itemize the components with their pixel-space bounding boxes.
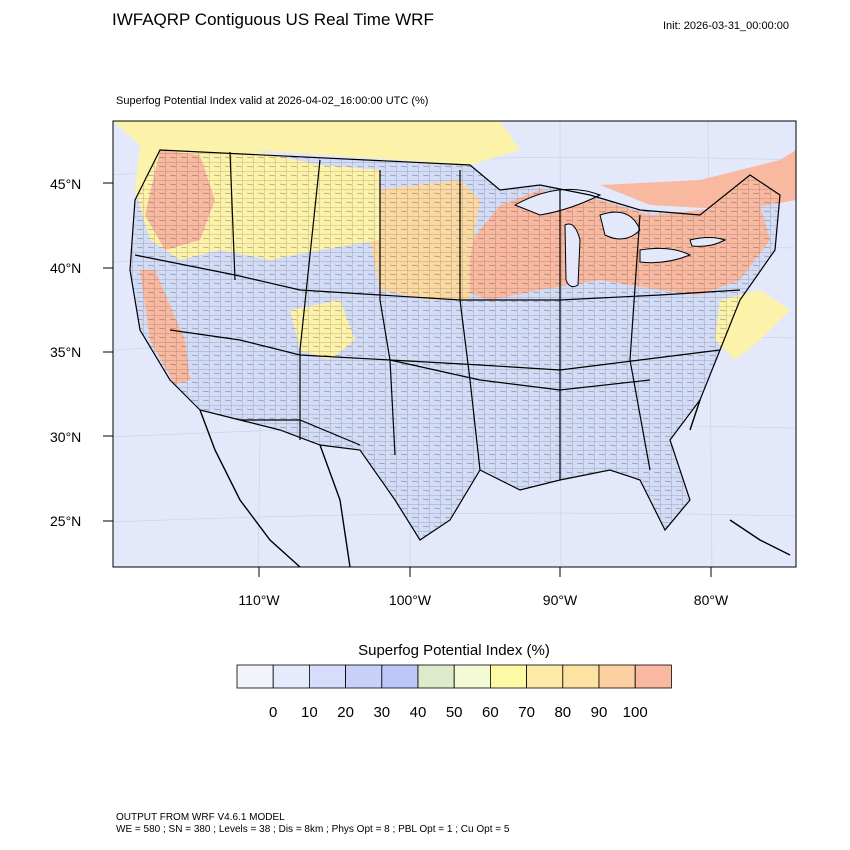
footer-model-info: OUTPUT FROM WRF V4.6.1 MODEL — [116, 812, 285, 823]
map-frame — [112, 120, 797, 568]
legend-label: 70 — [518, 704, 535, 721]
legend-swatch — [634, 664, 672, 689]
legend-swatch — [236, 664, 274, 689]
legend-swatch — [598, 664, 636, 689]
lat-label-35: 35°N — [50, 344, 81, 360]
legend-label: 50 — [445, 704, 463, 721]
legend-label: 100 — [622, 704, 648, 721]
legend-swatch — [526, 664, 564, 689]
legend-label: 0 — [269, 704, 278, 721]
great-lakes — [513, 188, 727, 288]
legend-swatch — [453, 664, 491, 689]
coastlines — [199, 399, 791, 567]
legend-swatch — [272, 664, 310, 689]
init-time-label: Init: 2026-03-31_00:00:00 — [663, 20, 789, 32]
footer-config-info: WE = 580 ; SN = 380 ; Levels = 38 ; Dis … — [116, 824, 510, 835]
valid-time-label: Superfog Potential Index valid at 2026-0… — [116, 95, 429, 107]
legend-swatch — [308, 664, 346, 689]
legend-label: 20 — [337, 704, 354, 721]
lon-label-80w: 80°W — [694, 592, 729, 608]
axis-ticks — [103, 182, 712, 577]
legend-label: 80 — [554, 704, 572, 721]
legend-swatch — [381, 664, 419, 689]
legend-title: Superfog Potential Index (%) — [358, 642, 550, 659]
map-plot-area — [113, 121, 796, 567]
legend-swatch — [562, 664, 600, 689]
lon-label-110w: 110°W — [238, 592, 280, 608]
legend-colorbar — [236, 664, 672, 689]
legend-label: 40 — [409, 704, 427, 721]
legend-label: 10 — [301, 704, 318, 721]
legend-label: 30 — [373, 704, 391, 721]
legend-swatch — [489, 664, 527, 689]
legend-swatch — [345, 664, 383, 689]
mid-region-canada-west — [113, 121, 520, 165]
legend-swatch — [417, 664, 455, 689]
lat-label-25: 25°N — [50, 513, 81, 529]
county-lines — [130, 150, 780, 540]
state-borders — [129, 149, 781, 541]
lon-label-100w: 100°W — [389, 592, 432, 608]
legend-label: 90 — [590, 704, 608, 721]
legend-label: 60 — [482, 704, 499, 721]
lat-label-40: 40°N — [50, 260, 81, 276]
lat-label-30: 30°N — [50, 429, 81, 445]
lon-label-90w: 90°W — [543, 592, 578, 608]
page-title: IWFAQRP Contiguous US Real Time WRF — [112, 10, 434, 29]
lat-label-45: 45°N — [50, 176, 81, 192]
